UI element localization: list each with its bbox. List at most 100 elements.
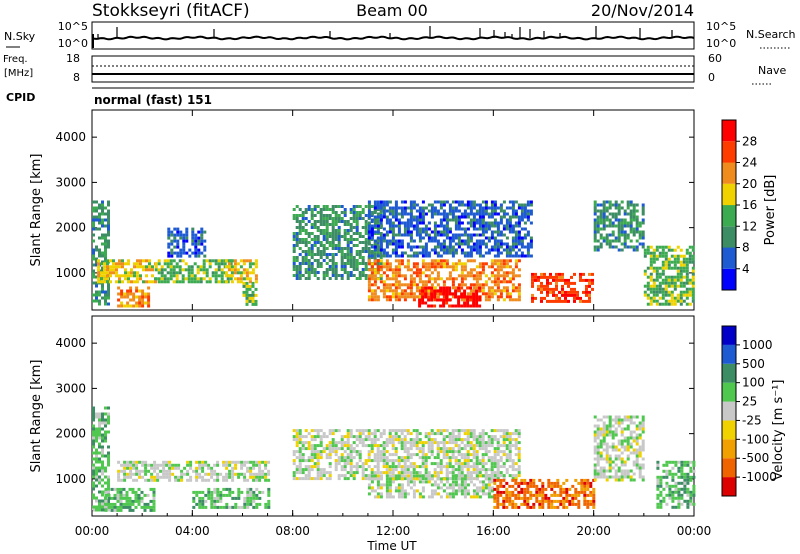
heatmap-cell bbox=[457, 438, 461, 442]
heatmap-cell bbox=[148, 259, 151, 263]
heatmap-cell bbox=[593, 245, 597, 249]
heatmap-cell bbox=[403, 456, 407, 460]
heatmap-cell bbox=[142, 268, 145, 272]
heatmap-cell bbox=[442, 489, 446, 493]
heatmap-cell bbox=[325, 247, 329, 250]
heatmap-cell bbox=[577, 505, 581, 509]
heatmap-cell bbox=[620, 242, 624, 246]
heatmap-cell bbox=[496, 462, 500, 466]
heatmap-cell bbox=[484, 453, 488, 457]
heatmap-cell bbox=[412, 224, 416, 228]
heatmap-cell bbox=[246, 460, 250, 464]
heatmap-cell bbox=[239, 280, 243, 284]
heatmap-cell bbox=[225, 487, 229, 491]
heatmap-cell bbox=[655, 257, 659, 261]
heatmap-cell bbox=[617, 469, 621, 473]
heatmap-cell bbox=[605, 239, 609, 243]
heatmap-cell bbox=[466, 251, 470, 255]
heatmap-cell bbox=[394, 280, 398, 284]
heatmap-cell bbox=[430, 429, 434, 433]
heatmap-cell bbox=[520, 496, 524, 500]
heatmap-cell bbox=[119, 496, 123, 500]
heatmap-cell bbox=[373, 209, 377, 213]
heatmap-cell bbox=[394, 265, 398, 269]
heatmap-cell bbox=[670, 281, 674, 285]
heatmap-cell bbox=[367, 215, 371, 219]
heatmap-cell bbox=[97, 265, 100, 269]
heatmap-cell bbox=[415, 474, 419, 478]
heatmap-cell bbox=[313, 205, 317, 208]
heatmap-cell bbox=[412, 239, 416, 243]
heatmap-cell bbox=[576, 296, 579, 300]
heatmap-cell bbox=[213, 472, 217, 476]
heatmap-cell bbox=[505, 295, 509, 299]
heatmap-cell bbox=[460, 280, 464, 284]
heatmap-cell bbox=[593, 445, 597, 449]
heatmap-cell bbox=[466, 465, 470, 469]
heatmap-cell bbox=[397, 242, 401, 246]
heatmap-cell bbox=[295, 244, 299, 247]
heatmap-cell bbox=[664, 254, 668, 258]
heatmap-cell bbox=[316, 456, 320, 460]
heatmap-cell bbox=[95, 427, 98, 431]
heatmap-cell bbox=[104, 224, 107, 228]
heatmap-cell bbox=[367, 298, 371, 302]
heatmap-cell bbox=[427, 495, 431, 499]
heatmap-cell bbox=[203, 245, 207, 249]
heatmap-cell bbox=[185, 236, 189, 240]
heatmap-cell bbox=[394, 468, 398, 472]
heatmap-cell bbox=[295, 277, 299, 280]
heatmap-cell bbox=[128, 508, 132, 512]
heatmap-cell bbox=[127, 274, 130, 278]
heatmap-cell bbox=[508, 230, 512, 234]
heatmap-cell bbox=[593, 203, 597, 207]
heatmap-cell bbox=[255, 475, 259, 479]
heatmap-cell bbox=[106, 262, 109, 266]
heatmap-cell bbox=[113, 508, 117, 512]
heatmap-cell bbox=[496, 471, 500, 475]
heatmap-cell bbox=[599, 221, 603, 225]
heatmap-cell bbox=[391, 236, 395, 240]
heatmap-cell bbox=[543, 275, 546, 279]
heatmap-cell bbox=[526, 245, 530, 249]
heatmap-cell bbox=[200, 242, 204, 246]
heatmap-cell bbox=[490, 444, 494, 448]
heatmap-cell bbox=[125, 502, 129, 506]
heatmap-cell bbox=[433, 236, 437, 240]
heatmap-cell bbox=[457, 221, 461, 225]
heatmap-cell bbox=[123, 460, 127, 464]
heatmap-cell bbox=[292, 250, 296, 253]
heatmap-cell bbox=[307, 253, 311, 256]
heatmap-cell bbox=[442, 438, 446, 442]
heatmap-cell bbox=[445, 218, 449, 222]
heatmap-cell bbox=[508, 200, 512, 204]
heatmap-cell bbox=[546, 290, 549, 294]
heatmap-cell bbox=[92, 227, 95, 231]
heatmap-cell bbox=[352, 214, 356, 217]
heatmap-cell bbox=[620, 221, 624, 225]
heatmap-cell bbox=[493, 429, 497, 433]
heatmap-cell bbox=[617, 236, 621, 240]
heatmap-cell bbox=[541, 493, 545, 497]
heatmap-cell bbox=[101, 218, 104, 222]
heatmap-cell bbox=[463, 289, 467, 293]
heatmap-cell bbox=[439, 450, 443, 454]
heatmap-cell bbox=[430, 444, 434, 448]
heatmap-cell bbox=[424, 295, 428, 299]
heatmap-cell bbox=[685, 269, 689, 273]
heatmap-cell bbox=[165, 472, 169, 476]
heatmap-cell bbox=[245, 284, 249, 288]
heatmap-cell bbox=[135, 478, 139, 482]
heatmap-cell bbox=[325, 262, 329, 265]
heatmap-cell bbox=[403, 441, 407, 445]
heatmap-cell bbox=[316, 229, 320, 232]
heatmap-cell bbox=[496, 453, 500, 457]
heatmap-cell bbox=[466, 200, 470, 204]
heatmap-cell bbox=[602, 430, 606, 434]
heatmap-cell bbox=[346, 238, 350, 241]
heatmap-cell bbox=[475, 212, 479, 216]
heatmap-cell bbox=[373, 271, 377, 275]
heatmap-cell bbox=[508, 456, 512, 460]
heatmap-cell bbox=[436, 295, 440, 299]
heatmap-cell bbox=[505, 435, 509, 439]
